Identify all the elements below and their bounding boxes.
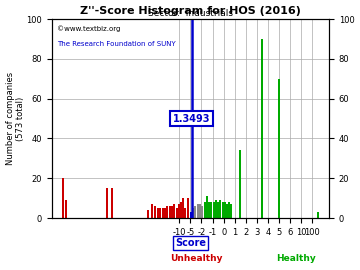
Bar xyxy=(106,188,108,218)
Text: Sector:  Industrials: Sector: Industrials xyxy=(148,9,233,18)
Bar xyxy=(230,204,233,218)
Bar xyxy=(111,188,113,218)
Bar xyxy=(197,204,199,218)
Text: 1.3493: 1.3493 xyxy=(173,114,210,124)
Bar xyxy=(208,202,210,218)
Bar xyxy=(65,200,67,218)
Bar xyxy=(219,200,221,218)
Bar xyxy=(224,202,226,218)
Bar xyxy=(186,198,189,218)
Bar xyxy=(201,206,203,218)
Bar xyxy=(162,208,164,218)
Bar xyxy=(199,204,201,218)
Bar xyxy=(182,198,184,218)
Bar xyxy=(213,202,215,218)
Bar xyxy=(171,206,173,218)
Text: ©www.textbiz.org: ©www.textbiz.org xyxy=(57,25,121,32)
Bar xyxy=(206,196,208,218)
Bar xyxy=(159,208,161,218)
Bar xyxy=(192,208,194,218)
Bar xyxy=(169,206,171,218)
Bar xyxy=(184,208,186,218)
Bar xyxy=(190,212,192,218)
Bar xyxy=(166,206,168,218)
Bar xyxy=(215,200,217,218)
Bar xyxy=(154,206,156,218)
Text: Healthy: Healthy xyxy=(276,254,316,263)
Y-axis label: Number of companies
(573 total): Number of companies (573 total) xyxy=(5,72,25,165)
Bar xyxy=(157,208,159,218)
Text: The Research Foundation of SUNY: The Research Foundation of SUNY xyxy=(57,41,176,47)
Bar xyxy=(204,202,206,218)
Bar xyxy=(62,178,64,218)
Bar xyxy=(261,39,264,218)
Bar xyxy=(226,204,228,218)
X-axis label: Score: Score xyxy=(175,238,206,248)
Bar xyxy=(150,204,153,218)
Bar xyxy=(180,202,182,218)
Bar xyxy=(217,202,219,218)
Bar xyxy=(211,202,212,218)
Bar xyxy=(176,208,177,218)
Bar xyxy=(164,208,166,218)
Text: Unhealthy: Unhealthy xyxy=(170,254,222,263)
Bar xyxy=(228,202,230,218)
Bar xyxy=(194,206,197,218)
Bar xyxy=(173,204,175,218)
Bar xyxy=(147,210,149,218)
Bar xyxy=(239,150,241,218)
Bar xyxy=(221,202,224,218)
Bar xyxy=(178,204,180,218)
Bar xyxy=(317,212,319,218)
Title: Z''-Score Histogram for HOS (2016): Z''-Score Histogram for HOS (2016) xyxy=(80,6,301,16)
Bar xyxy=(278,79,280,218)
